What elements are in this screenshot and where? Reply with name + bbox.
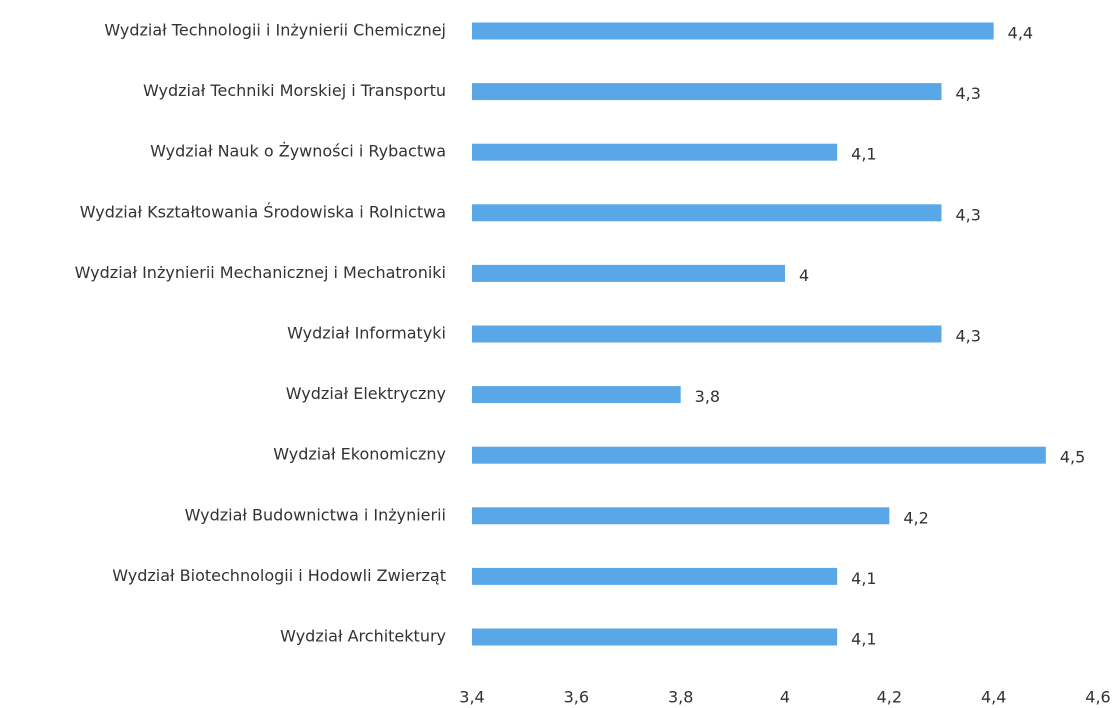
y-tick-label: Wydział Kształtowania Środowiska i Rolni… bbox=[80, 202, 446, 221]
y-tick-label: Wydział Informatyki bbox=[287, 324, 446, 343]
x-tick-label: 4,2 bbox=[877, 688, 902, 707]
bar bbox=[472, 386, 681, 404]
bar bbox=[472, 567, 838, 585]
value-label: 3,8 bbox=[695, 387, 720, 406]
bar bbox=[472, 264, 785, 282]
y-tick-label: Wydział Inżynierii Mechanicznej i Mechat… bbox=[75, 263, 446, 282]
x-tick-label: 3,6 bbox=[564, 688, 589, 707]
value-label: 4,1 bbox=[851, 569, 876, 588]
value-label: 4,5 bbox=[1060, 448, 1085, 467]
x-tick-label: 3,8 bbox=[668, 688, 693, 707]
bar bbox=[472, 628, 838, 646]
y-tick-label: Wydział Ekonomiczny bbox=[273, 445, 446, 464]
x-tick-label: 3,4 bbox=[459, 688, 484, 707]
value-label: 4,4 bbox=[1008, 24, 1033, 43]
y-tick-label: Wydział Architektury bbox=[280, 627, 446, 646]
y-tick-label: Wydział Techniki Morskiej i Transportu bbox=[143, 81, 446, 100]
bar bbox=[472, 446, 1046, 464]
y-tick-label: Wydział Budownictwa i Inżynierii bbox=[185, 505, 446, 524]
bar bbox=[472, 83, 942, 101]
value-label: 4,3 bbox=[956, 327, 981, 346]
y-tick-label: Wydział Technologii i Inżynierii Chemicz… bbox=[104, 21, 446, 40]
x-tick-label: 4,6 bbox=[1085, 688, 1110, 707]
value-label: 4,3 bbox=[956, 84, 981, 103]
bar bbox=[472, 507, 890, 525]
y-tick-label: Wydział Elektryczny bbox=[286, 384, 446, 403]
value-label: 4,1 bbox=[851, 630, 876, 649]
y-tick-label: Wydział Nauk o Żywności i Rybactwa bbox=[150, 142, 446, 161]
x-tick-label: 4 bbox=[780, 688, 790, 707]
value-label: 4,3 bbox=[956, 205, 981, 224]
y-tick-label: Wydział Biotechnologii i Hodowli Zwierzą… bbox=[112, 566, 446, 585]
bar bbox=[472, 204, 942, 222]
bar bbox=[472, 143, 838, 161]
bar bbox=[472, 325, 942, 343]
bar bbox=[472, 22, 994, 40]
value-label: 4 bbox=[799, 266, 809, 285]
value-label: 4,1 bbox=[851, 145, 876, 164]
x-tick-label: 4,4 bbox=[981, 688, 1006, 707]
value-label: 4,2 bbox=[903, 508, 928, 527]
